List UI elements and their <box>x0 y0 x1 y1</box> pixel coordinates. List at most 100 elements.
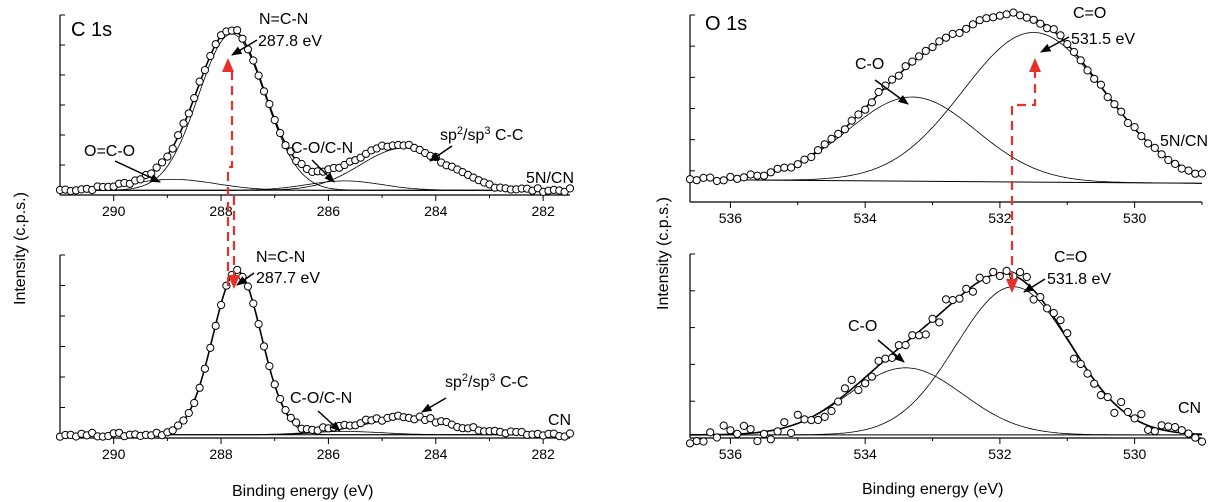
data-point <box>200 66 209 75</box>
data-point <box>276 128 285 138</box>
annot-spcc-top-sup2: 3 <box>484 125 490 137</box>
data-point <box>726 426 735 435</box>
x-tick-label: 530 <box>1123 446 1147 462</box>
data-point <box>766 168 775 177</box>
data-point <box>286 147 295 156</box>
data-point <box>1117 107 1126 116</box>
data-point <box>733 429 742 438</box>
data-point <box>286 413 295 422</box>
panel-o1s-5ncn: 536 534 532 530 <box>685 8 1207 226</box>
annot-spcc-bottom-sup2: 3 <box>489 372 495 384</box>
data-point <box>692 437 701 446</box>
data-point <box>874 87 883 97</box>
data-point <box>1171 159 1180 168</box>
data-point <box>1177 426 1186 435</box>
data-point <box>1090 379 1099 388</box>
data-point <box>238 34 247 43</box>
data-point <box>265 100 274 109</box>
component-peak-n-c-n <box>60 270 570 436</box>
data-point <box>1063 329 1072 338</box>
data-point <box>989 267 998 277</box>
data-point <box>847 375 856 384</box>
xlabel-right: Binding energy (eV) <box>862 481 1003 498</box>
data-point <box>1184 429 1193 438</box>
x-tick-label: 290 <box>102 446 126 462</box>
annot-spcc-bottom-tail: C-C <box>496 374 529 391</box>
data-point <box>834 397 843 406</box>
data-point <box>1197 437 1207 446</box>
annot-co-double-bottom-arrow <box>1023 278 1046 293</box>
c1s-shift-arrowhead-down <box>228 275 240 289</box>
data-point <box>200 364 209 373</box>
data-point <box>1002 266 1011 275</box>
data-point <box>1123 407 1133 417</box>
ylabel-right: Intensity (c.p.s.) <box>655 197 672 310</box>
data-point <box>685 175 695 184</box>
data-point <box>692 176 701 185</box>
data-point <box>276 394 285 404</box>
data-point <box>1083 369 1092 378</box>
data-point <box>941 33 951 42</box>
data-point <box>901 62 910 71</box>
panel-c1s-cn: 290 288 286 284 282 <box>55 254 575 462</box>
fitted-envelope <box>59 28 570 192</box>
data-point <box>874 356 883 365</box>
data-point <box>1144 139 1153 148</box>
data-point <box>1130 414 1139 423</box>
data-point <box>719 176 728 185</box>
data-point <box>793 160 802 169</box>
data-point <box>888 75 897 84</box>
x-tick-label: 534 <box>853 210 877 226</box>
data-point <box>928 43 937 52</box>
x-tick-label: 532 <box>988 446 1012 462</box>
data-point <box>190 94 199 103</box>
data-point <box>1150 427 1159 436</box>
data-point <box>1164 155 1173 165</box>
data-point <box>840 384 850 393</box>
data-point <box>1009 8 1018 17</box>
data-point <box>297 159 306 169</box>
annot-spcc-bottom: sp2/sp3 C-C <box>445 372 528 391</box>
data-point <box>800 155 809 164</box>
data-point <box>254 71 263 80</box>
data-point <box>136 175 145 184</box>
data-point <box>787 163 796 172</box>
data-point <box>894 71 903 80</box>
data-point <box>1083 66 1092 75</box>
xlabel-left: Binding energy (eV) <box>232 483 373 500</box>
data-point <box>793 410 802 419</box>
data-point <box>233 26 242 35</box>
annot-co-double-top-arrow <box>1040 36 1070 53</box>
data-point <box>152 163 161 172</box>
data-point <box>1144 425 1153 434</box>
x-tick-label: 282 <box>531 203 555 219</box>
data-point <box>834 129 843 138</box>
o1s-shift-arrowhead-up <box>1029 58 1041 72</box>
data-point <box>1157 150 1166 159</box>
data-point <box>254 320 263 329</box>
data-point <box>174 131 183 140</box>
data-point <box>195 383 204 392</box>
data-point <box>179 119 188 128</box>
x-tick-label: 284 <box>424 203 448 219</box>
data-point <box>1123 118 1133 128</box>
x-tick-label: 284 <box>424 446 448 462</box>
data-point <box>861 105 870 114</box>
data-point <box>685 439 695 448</box>
data-point <box>827 134 836 143</box>
annot-spcc-top-arrow <box>429 145 453 162</box>
data-point <box>259 87 269 96</box>
data-point <box>1191 169 1200 178</box>
data-point <box>712 176 722 186</box>
data-point <box>233 265 242 274</box>
data-point <box>975 273 984 282</box>
fitted-envelope <box>60 270 570 436</box>
annot-coc-bottom-arrow <box>317 410 341 432</box>
data-point <box>1069 354 1079 363</box>
data-point <box>1069 47 1079 57</box>
data-point <box>1137 132 1146 141</box>
data-point <box>699 437 708 446</box>
data-point <box>211 321 220 330</box>
data-point <box>426 414 435 423</box>
